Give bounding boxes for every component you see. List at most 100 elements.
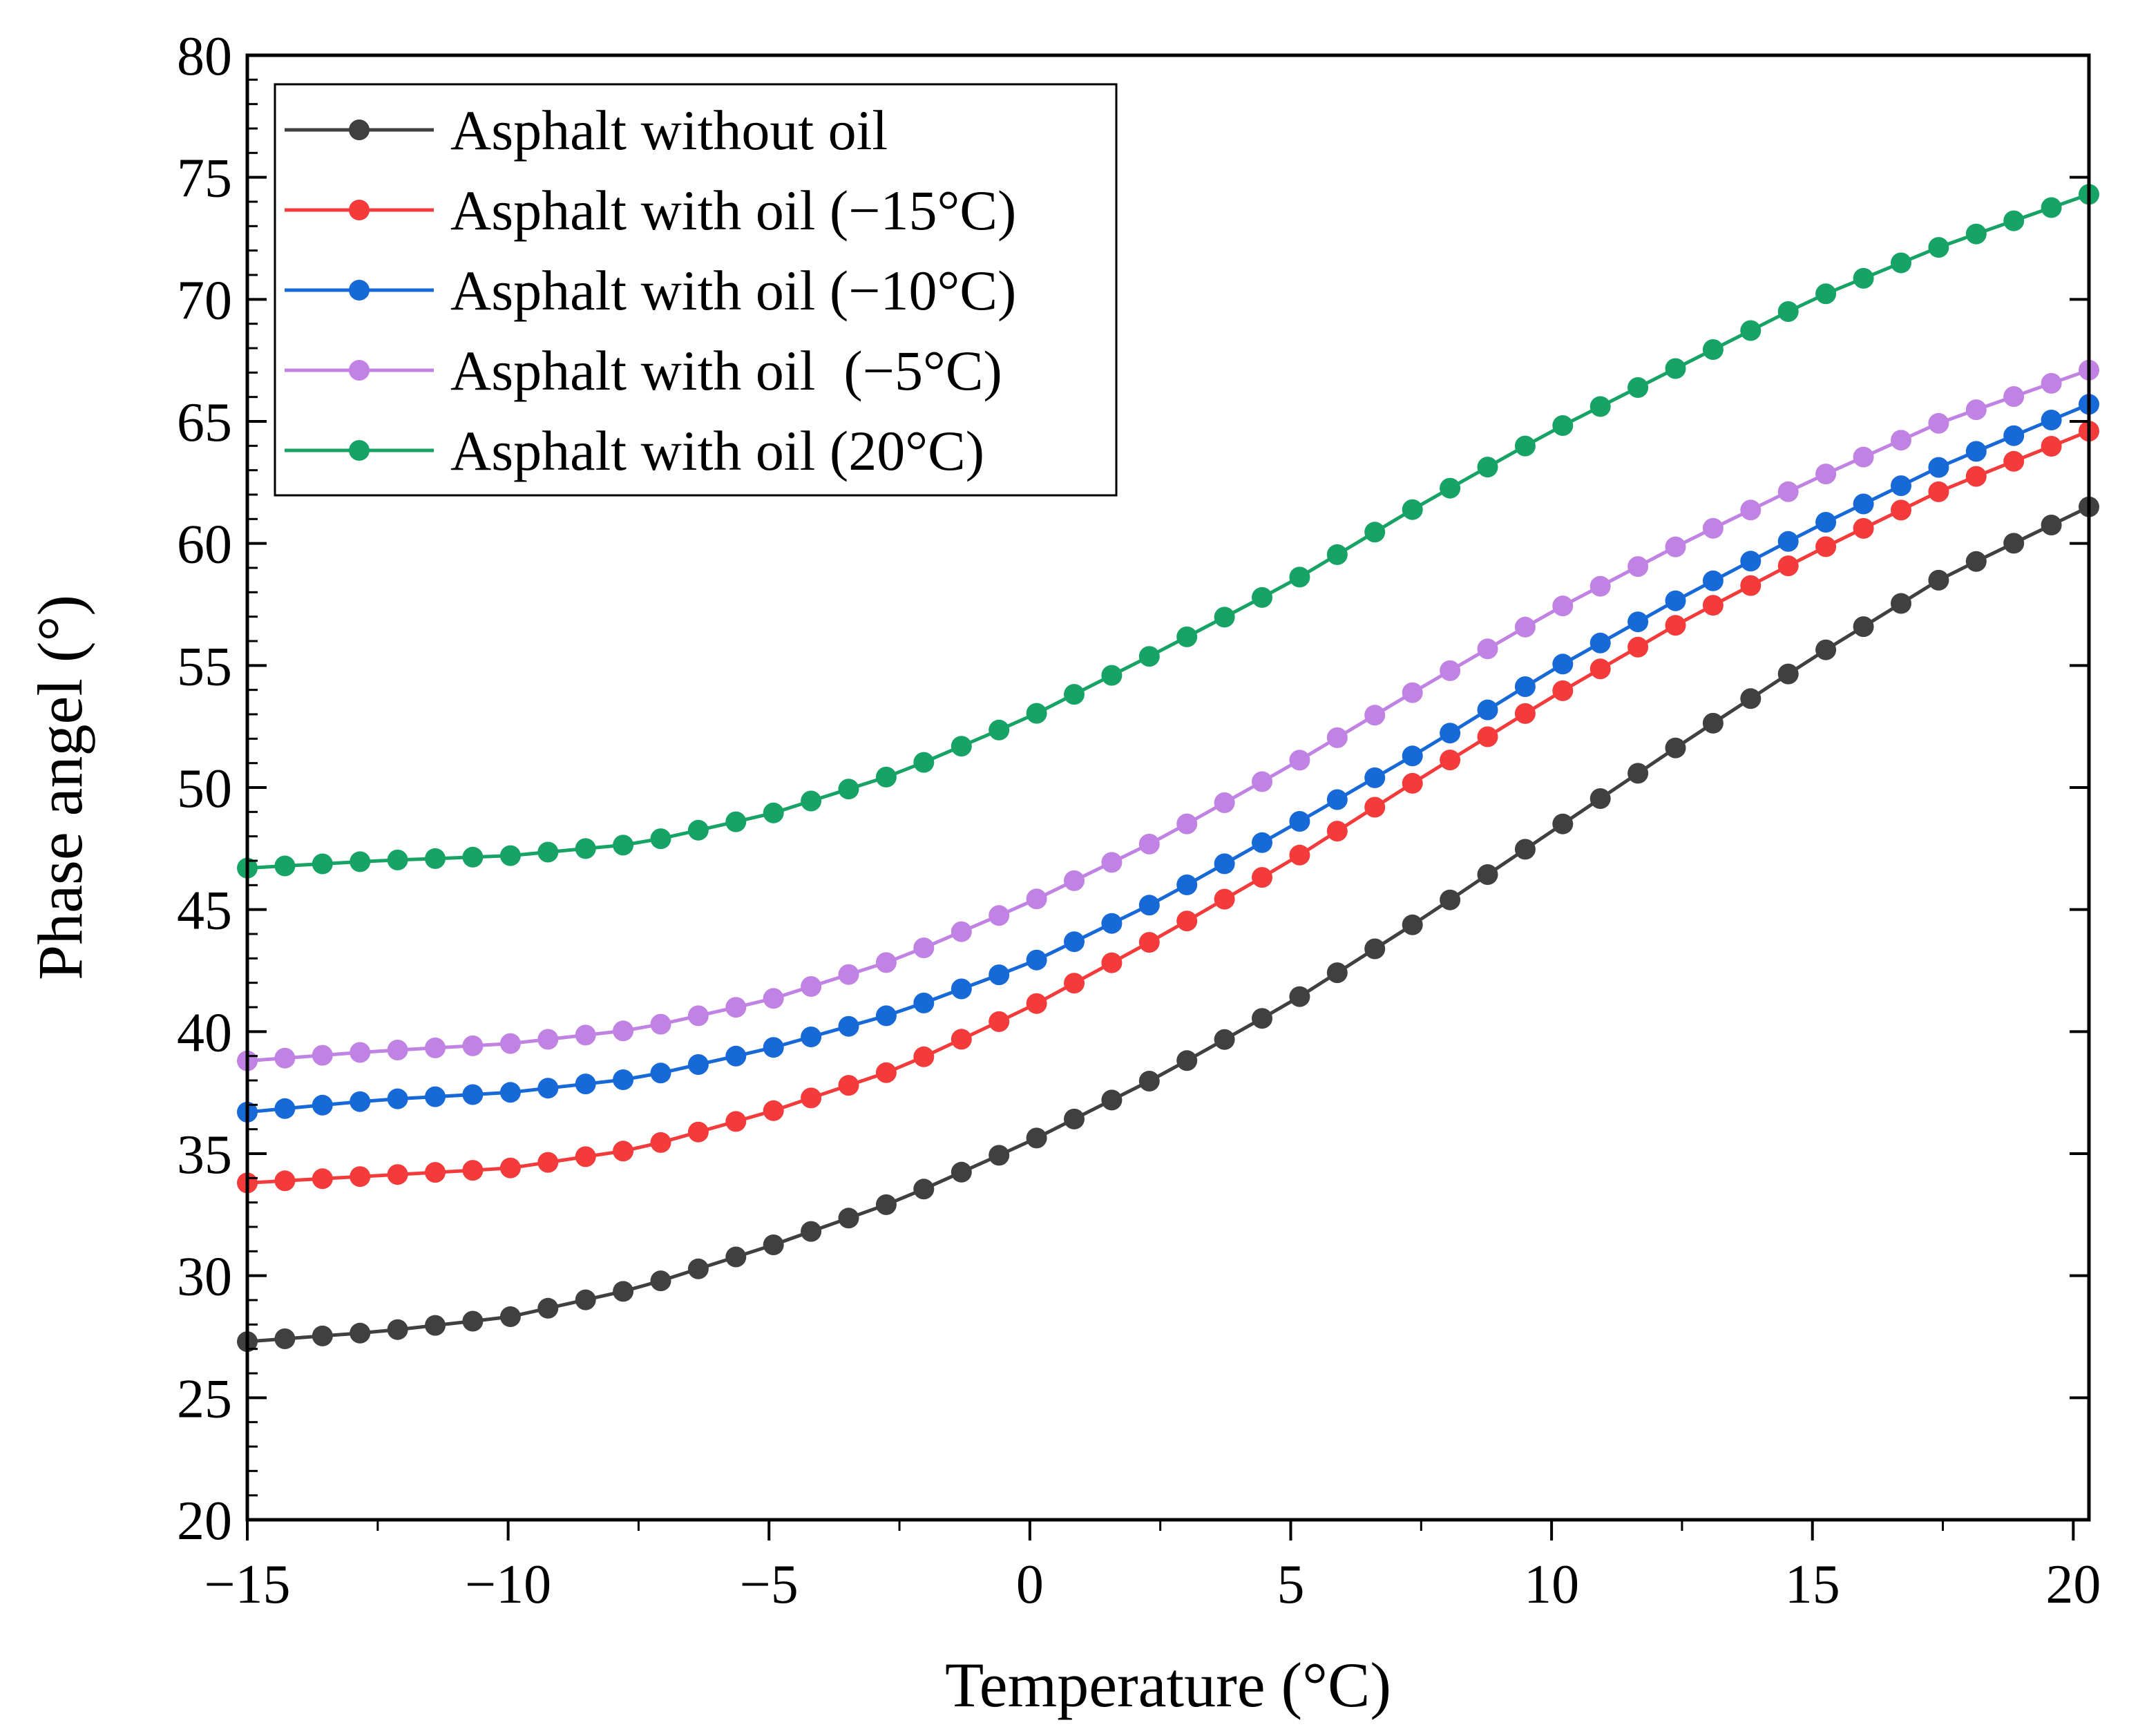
data-point (763, 1234, 784, 1255)
data-point (462, 846, 484, 868)
data-point (1589, 632, 1611, 654)
y-tick-label: 30 (177, 1247, 232, 1308)
data-point (1815, 464, 1837, 485)
data-point (1815, 283, 1837, 305)
data-point (312, 1045, 333, 1066)
data-point (838, 964, 859, 985)
data-point (1665, 737, 1686, 759)
data-point (1853, 616, 1874, 638)
x-tick-label: 10 (1524, 1554, 1579, 1615)
data-point (951, 978, 972, 1000)
data-point (1777, 531, 1799, 552)
data-point (537, 1152, 559, 1173)
data-point (425, 1086, 446, 1107)
data-point (1176, 626, 1198, 647)
data-point (2003, 533, 2025, 554)
data-point (462, 1035, 484, 1056)
data-point (1928, 237, 1949, 258)
data-point (1364, 797, 1386, 818)
data-point (274, 1047, 296, 1069)
data-point (1815, 512, 1837, 533)
data-point (1138, 932, 1160, 953)
y-tick-label: 45 (177, 881, 232, 942)
data-point (650, 1013, 671, 1035)
data-point (1589, 396, 1611, 417)
data-point (725, 1246, 747, 1268)
legend: Asphalt without oil Asphalt with oil (−15… (274, 83, 1118, 497)
data-point (1702, 339, 1724, 360)
data-point (1777, 301, 1799, 322)
data-point (801, 790, 822, 812)
series-5 (237, 184, 2099, 879)
data-point (1214, 888, 1235, 910)
data-point (1176, 910, 1198, 932)
data-point (613, 1141, 634, 1162)
data-point (989, 905, 1010, 926)
data-point (1965, 466, 1987, 487)
data-point (1477, 638, 1498, 660)
data-point (1026, 993, 1047, 1014)
legend-swatch-marker (349, 120, 370, 140)
data-point (1252, 586, 1272, 608)
data-point (537, 1029, 559, 1050)
data-point (913, 752, 935, 773)
y-axis-title: Phase angel (°) (25, 595, 95, 980)
data-point (1289, 986, 1310, 1007)
data-point (1965, 399, 1987, 421)
data-point (274, 1328, 296, 1349)
y-tick-label: 25 (177, 1368, 232, 1429)
y-tick-label: 60 (177, 515, 232, 575)
data-point (875, 952, 897, 973)
data-point (1364, 705, 1386, 726)
data-point (1552, 813, 1574, 834)
data-point (1740, 688, 1762, 709)
data-point (1552, 680, 1574, 701)
data-point (1138, 646, 1160, 667)
data-point (499, 1157, 521, 1179)
data-point (1101, 1089, 1123, 1111)
data-point (1777, 481, 1799, 502)
data-point (1891, 593, 1911, 614)
data-point (1326, 789, 1348, 810)
data-point (387, 849, 408, 870)
data-point (838, 1208, 859, 1229)
y-tick-label: 80 (177, 26, 232, 87)
data-point (1026, 888, 1047, 910)
data-point (1552, 654, 1574, 675)
data-point (1891, 252, 1911, 274)
data-point (1589, 575, 1611, 597)
data-point (801, 1221, 822, 1242)
data-point (1891, 475, 1911, 497)
data-point (1402, 745, 1423, 767)
data-point (1064, 973, 1085, 994)
data-point (1364, 767, 1386, 788)
data-point (1514, 435, 1536, 457)
data-point (1965, 441, 1987, 462)
legend-label: Asphalt with oil (−10°C) (450, 259, 1016, 322)
data-point (913, 992, 935, 1013)
data-point (725, 811, 747, 832)
data-point (1928, 481, 1949, 502)
data-point (350, 1322, 371, 1344)
data-point (1928, 412, 1949, 434)
data-point (650, 1270, 671, 1292)
data-point (951, 736, 972, 757)
data-point (2003, 450, 2025, 472)
x-tick-label: 0 (1016, 1554, 1044, 1615)
data-point (499, 1306, 521, 1327)
data-point (1965, 223, 1987, 245)
data-point (951, 1029, 972, 1050)
data-point (1252, 1008, 1272, 1029)
data-point (650, 828, 671, 850)
data-point (1665, 615, 1686, 636)
data-point (537, 1297, 559, 1319)
y-tick-label: 65 (177, 392, 232, 453)
data-point (1740, 499, 1762, 521)
data-point (387, 1319, 408, 1340)
data-point (1289, 811, 1310, 832)
x-tick-label: 20 (2045, 1554, 2101, 1615)
series-2 (237, 421, 2099, 1194)
data-point (1853, 493, 1874, 515)
x-tick-label: −5 (740, 1554, 799, 1615)
